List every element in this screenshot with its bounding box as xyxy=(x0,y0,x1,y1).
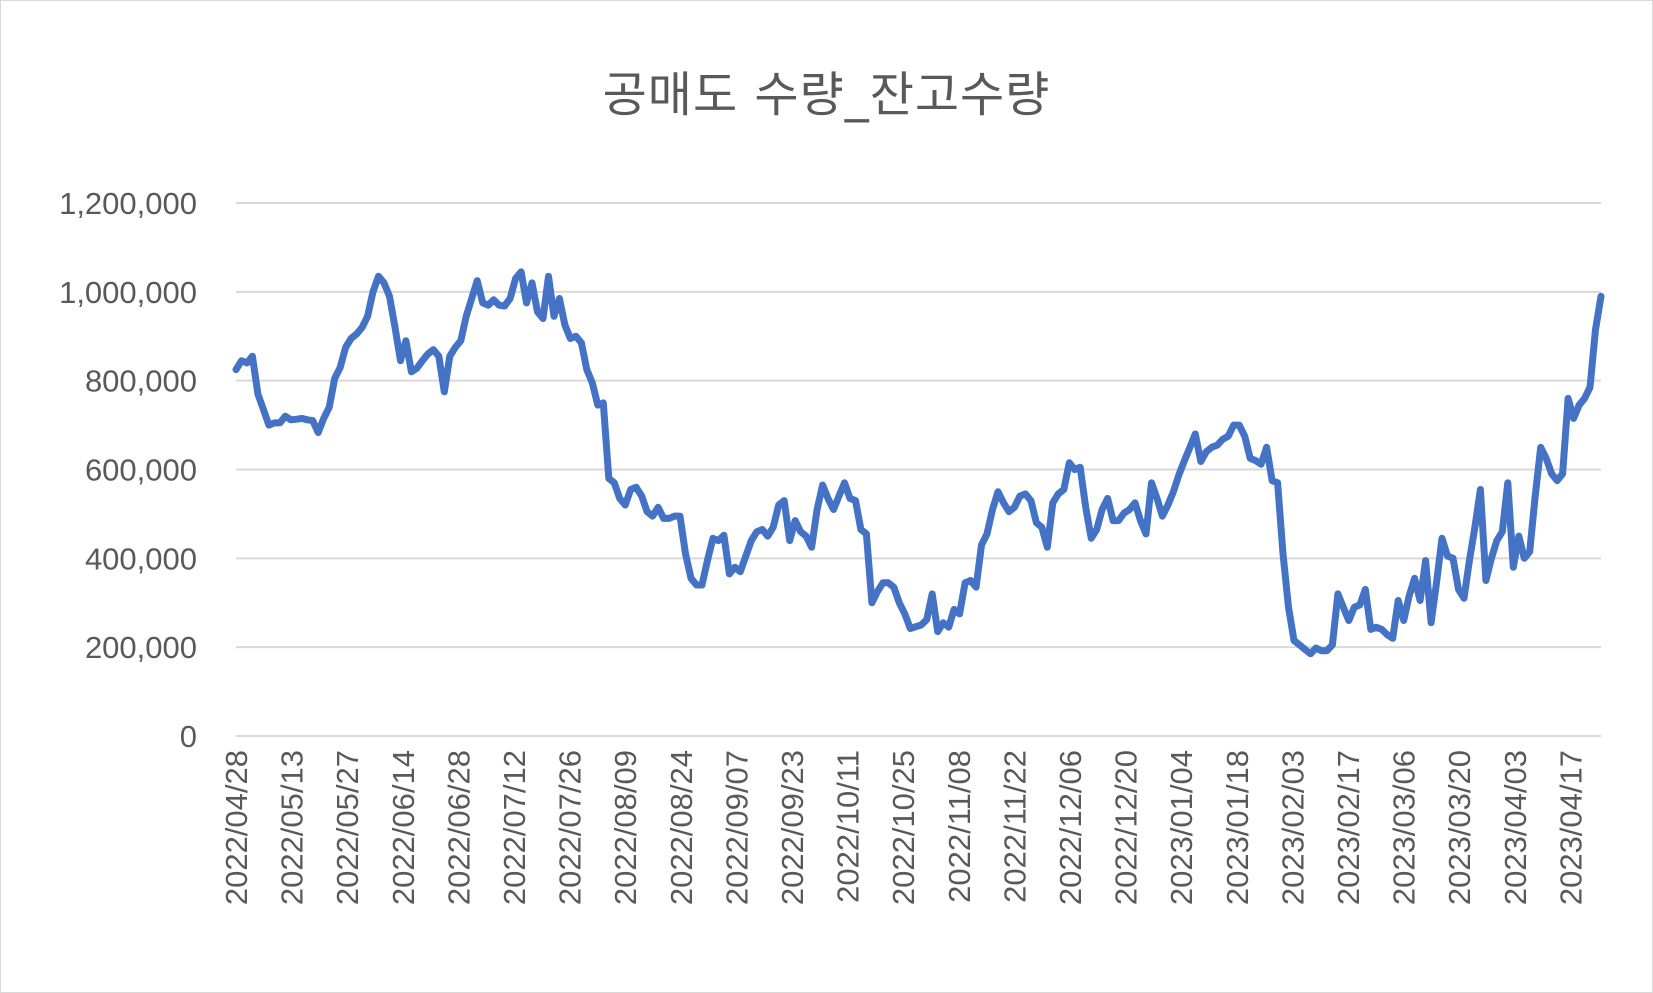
x-tick-label: 2022/08/09 xyxy=(608,750,643,905)
x-tick-label: 2022/06/14 xyxy=(386,750,421,905)
x-tick-label: 2022/11/22 xyxy=(997,750,1032,903)
x-tick-label: 2023/02/17 xyxy=(1331,750,1366,905)
series-layer xyxy=(232,268,1605,658)
x-tick-label: 2023/04/17 xyxy=(1553,750,1588,905)
y-tick-label: 200,000 xyxy=(85,630,197,665)
y-tick-label: 400,000 xyxy=(85,541,197,576)
x-tick-label: 2023/01/18 xyxy=(1220,750,1255,905)
x-tick-label: 2023/03/06 xyxy=(1387,750,1422,905)
y-tick-label: 600,000 xyxy=(85,453,197,488)
chart-title: 공매도 수량_잔고수량 xyxy=(602,67,1051,123)
x-tick-label: 2023/01/04 xyxy=(1164,750,1199,905)
x-axis-ticks: 2022/04/28 2022/05/13 2022/05/27 2022/06/14… xyxy=(219,750,1588,905)
x-tick-label: 2022/06/28 xyxy=(441,750,476,905)
x-tick-label: 2022/12/06 xyxy=(1053,750,1088,905)
y-tick-label: 800,000 xyxy=(85,364,197,399)
x-tick-label: 2023/03/20 xyxy=(1442,750,1477,905)
x-tick-label: 2022/07/12 xyxy=(497,750,532,905)
x-tick-label: 2022/08/24 xyxy=(664,750,699,905)
x-tick-label: 2022/05/13 xyxy=(275,750,310,905)
x-tick-label: 2022/09/07 xyxy=(719,750,754,905)
x-tick-label: 2022/11/08 xyxy=(942,750,977,903)
x-tick-label: 2022/09/23 xyxy=(775,750,810,905)
x-tick-label: 2022/10/11 xyxy=(831,750,866,903)
x-tick-label: 2023/02/03 xyxy=(1275,750,1310,905)
x-tick-label: 2023/04/03 xyxy=(1498,750,1533,905)
y-axis-ticks: 0 200,000 400,000 600,000 800,000 1,000,000 1,… xyxy=(59,186,197,754)
x-tick-label: 2022/12/20 xyxy=(1109,750,1144,905)
x-tick-label: 2022/07/26 xyxy=(553,750,588,905)
x-tick-label: 2022/05/27 xyxy=(330,750,365,905)
x-tick-label: 2022/04/28 xyxy=(219,750,254,905)
x-tick-label: 2022/10/25 xyxy=(886,750,921,905)
y-tick-label: 0 xyxy=(180,719,197,754)
y-tick-label: 1,000,000 xyxy=(59,275,197,310)
series-line xyxy=(232,268,1605,658)
gridlines xyxy=(236,202,1601,737)
y-tick-label: 1,200,000 xyxy=(59,186,197,221)
